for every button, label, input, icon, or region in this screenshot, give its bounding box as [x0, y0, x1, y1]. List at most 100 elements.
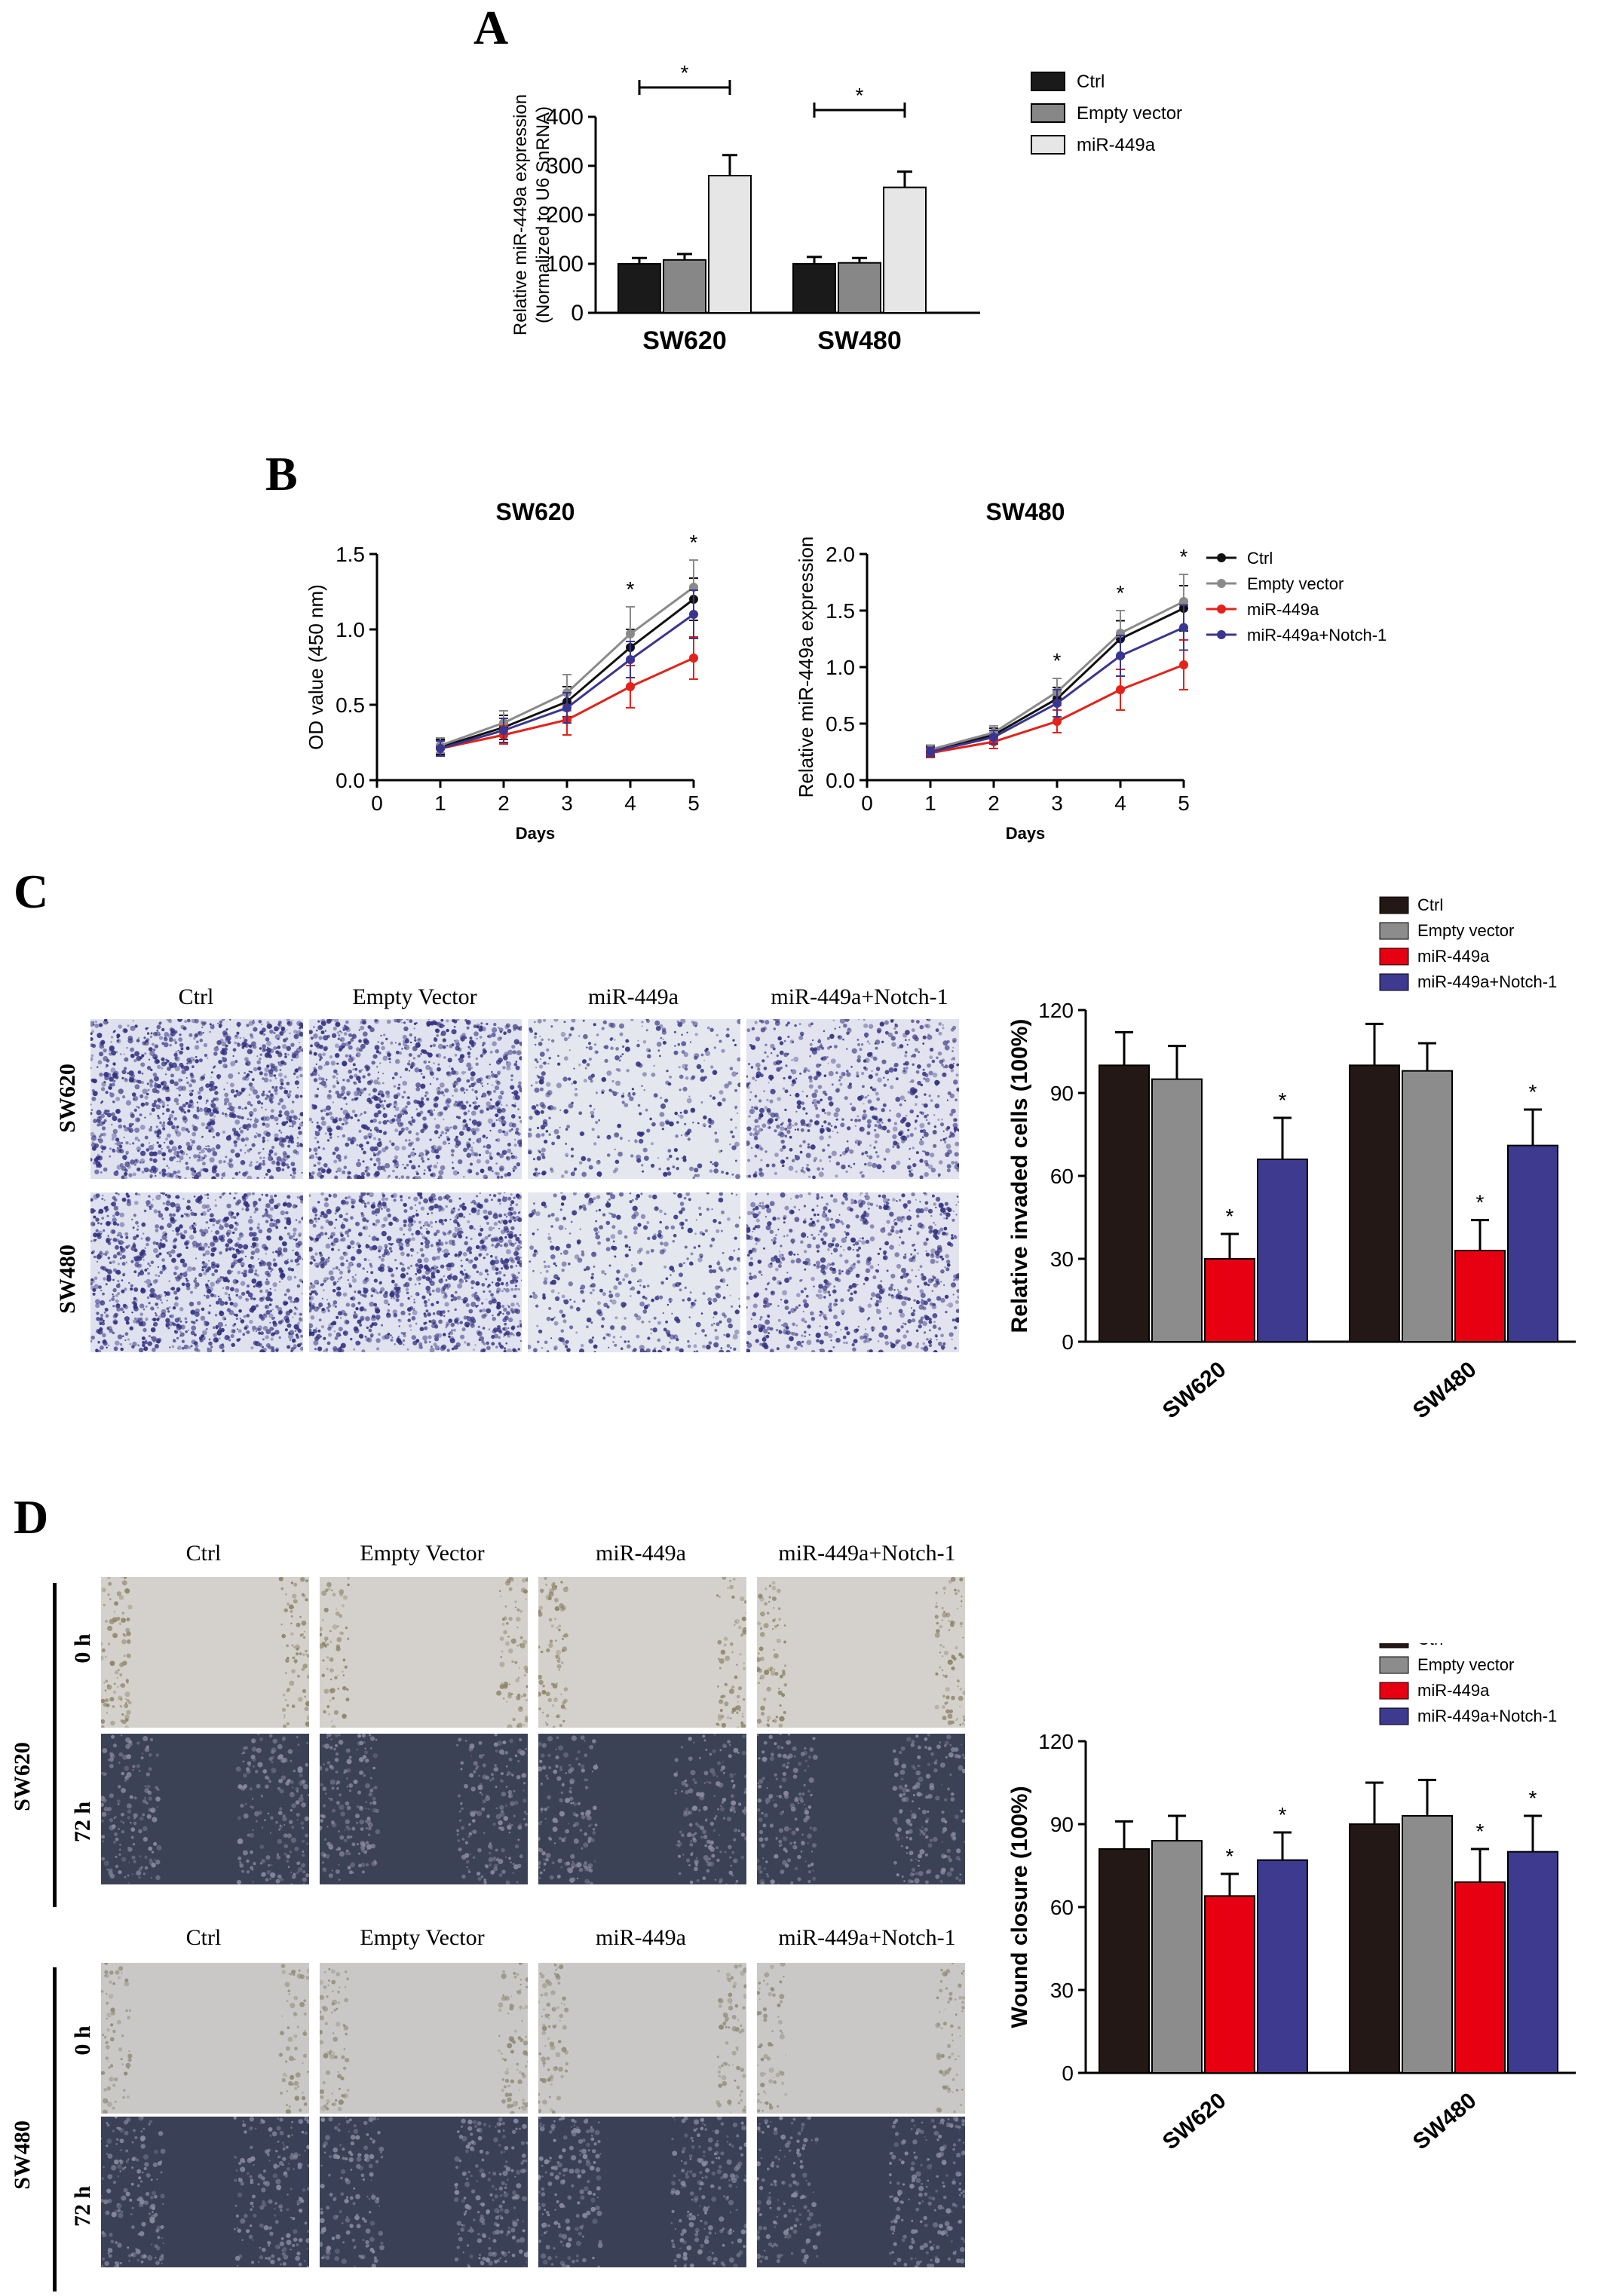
b2-x-tick-label: 5	[1178, 791, 1190, 815]
a-sig-star: *	[681, 61, 689, 84]
b2-y-tick-label: 1.5	[826, 599, 855, 623]
c-sig-star: *	[1226, 1205, 1234, 1228]
d-sig-star: *	[1226, 1844, 1234, 1868]
wound-image-r4-c3	[538, 2117, 746, 2267]
b2-point	[1179, 623, 1188, 632]
a-sig-star: *	[856, 84, 864, 107]
b2-point	[1116, 685, 1125, 694]
d-bar	[1349, 1823, 1400, 2074]
d-bar	[1257, 1859, 1308, 2074]
d-bar	[1151, 1840, 1203, 2074]
wound-image-r3-c2-texture	[320, 1963, 528, 2114]
c-y-tick-label: 60	[1050, 1165, 1074, 1188]
b2-legend-marker	[1217, 630, 1226, 639]
panel-label-c: C	[14, 865, 49, 918]
wound-image-r1-c3-texture	[538, 1577, 746, 1728]
c-bar	[1454, 1250, 1506, 1342]
wound-image-r4-c3-texture	[538, 2117, 746, 2267]
a-bar	[663, 259, 706, 314]
wound-image-r4-c1	[101, 2117, 309, 2267]
wound-image-r3-c3-texture	[538, 1964, 746, 2114]
d-col-label-mir449a-2: miR-449a	[596, 1925, 686, 1950]
b1-point	[626, 682, 635, 691]
d-legend-swatch	[1379, 1643, 1409, 1649]
b1-x-tick-label: 0	[371, 791, 383, 815]
wound-image-r2-c1-texture	[101, 1734, 309, 1884]
d-col-label-ctrl-1: Ctrl	[185, 1541, 222, 1566]
a-x-tick-label: SW620	[642, 326, 727, 355]
wound-image-r3-c4-texture	[757, 1963, 965, 2114]
wound-image-r1-c4-texture	[757, 1577, 965, 1728]
c-legend-swatch	[1379, 896, 1409, 914]
invasion-image-r1-c3-texture	[528, 1019, 740, 1179]
b1-x-tick-label: 3	[561, 791, 573, 815]
b2-y-tick-label: 0.0	[826, 769, 855, 792]
d-col-label-ctrl-2: Ctrl	[185, 1925, 222, 1950]
invasion-image-r1-c2-texture	[309, 1019, 522, 1179]
d-bar	[1402, 1815, 1453, 2074]
invasion-image-r2-c3	[528, 1192, 740, 1352]
c-y-tick-label: 0	[1062, 1330, 1074, 1354]
c-y-tick-label: 30	[1050, 1247, 1074, 1271]
d-legend-swatch	[1379, 1682, 1409, 1700]
wound-image-r4-c2-texture	[320, 2117, 528, 2267]
b2-sig-star: *	[1117, 581, 1125, 605]
d-bar	[1099, 1848, 1150, 2074]
d-col-label-mir449a-1: miR-449a	[596, 1541, 686, 1566]
a-y-tick-label: 0	[571, 301, 584, 326]
a-y-axis-label: Relative miR-449a expression	[510, 94, 531, 335]
d-y-axis-label: Wound closure (100%)	[1007, 1786, 1032, 2028]
wound-image-r2-c4	[757, 1734, 965, 1884]
c-legend-swatch	[1379, 947, 1409, 966]
invasion-image-r1-c4	[746, 1019, 959, 1179]
d-legend-label: Ctrl	[1417, 1643, 1443, 1649]
chart-b-sw480-line: SW480 0.0 0.5 1.0 1.5 2.0 0 1 2 3 4 5 Days Relative m…	[795, 498, 1387, 843]
b1-x-tick-label: 1	[434, 791, 446, 815]
c-bar	[1402, 1070, 1453, 1343]
b2-x-tick-label: 3	[1051, 791, 1063, 815]
invasion-image-r1-c2	[309, 1019, 522, 1179]
b1-point	[499, 726, 508, 735]
d-legend-swatch	[1379, 1707, 1409, 1725]
wound-image-r4-c4	[757, 2117, 965, 2267]
wound-image-r2-c2-texture	[320, 1734, 528, 1884]
b2-y-tick-label: 0.5	[826, 712, 855, 736]
wound-image-r3-c1-texture	[101, 1963, 309, 2114]
d-legend-label: miR-449a	[1417, 1681, 1490, 1700]
d-col-label-mir449a-notch1-1: miR-449a+Notch-1	[778, 1541, 956, 1566]
b2-y-tick-label: 1.0	[826, 656, 855, 679]
d-sig-star: *	[1279, 1803, 1287, 1826]
a-legend-swatch	[1031, 103, 1065, 123]
d-time-label-72h-sw620: 72 h	[70, 1801, 95, 1843]
c-x-tick-label: SW480	[1408, 1357, 1482, 1424]
wound-image-r1-c4	[757, 1577, 965, 1728]
chart-b-sw620-line: SW620 0.0 0.5 1.0 1.5 0 1 2 3 4 5 Days OD value (450…	[305, 498, 700, 843]
b2-legend-marker	[1217, 579, 1226, 588]
wound-image-r1-c1	[101, 1577, 309, 1728]
b1-x-tick-label: 5	[688, 791, 700, 815]
c-legend-label: miR-449a	[1417, 947, 1490, 966]
d-group-label-sw620: SW620	[10, 1742, 35, 1811]
b1-y-tick-label: 1.0	[336, 618, 365, 641]
d-legend-label: Empty vector	[1417, 1655, 1514, 1674]
chart-d-bar: Ctrl Empty vector miR-449a miR-449a+Notch-1…	[1007, 1643, 1576, 2155]
d-x-tick-label: SW620	[1158, 2088, 1231, 2155]
b1-x-tick-label: 4	[624, 791, 636, 815]
a-bar	[883, 186, 927, 314]
b2-point	[926, 747, 935, 757]
invasion-image-r1-c1	[90, 1019, 303, 1179]
d-group-bracket-sw620	[53, 1583, 57, 1907]
b1-point	[689, 610, 698, 619]
b2-x-tick-label: 4	[1114, 791, 1126, 815]
b2-legend-label: miR-449a+Notch-1	[1247, 626, 1387, 644]
a-y-tick-label: 400	[546, 105, 584, 130]
a-legend-label: Empty vector	[1077, 103, 1182, 124]
b2-x-tick-label: 2	[988, 791, 1000, 815]
b2-point	[1053, 717, 1062, 726]
c-legend-label: Ctrl	[1417, 895, 1443, 914]
c-legend-swatch	[1379, 973, 1409, 991]
chart-c-bar: Ctrl Empty vector miR-449a miR-449a+Notch-1…	[1007, 895, 1576, 1424]
col-label-mir449a-notch1: miR-449a+Notch-1	[771, 984, 948, 1009]
invasion-image-r2-c3-texture	[528, 1192, 740, 1352]
d-time-label-72h-sw480: 72 h	[70, 2185, 95, 2227]
